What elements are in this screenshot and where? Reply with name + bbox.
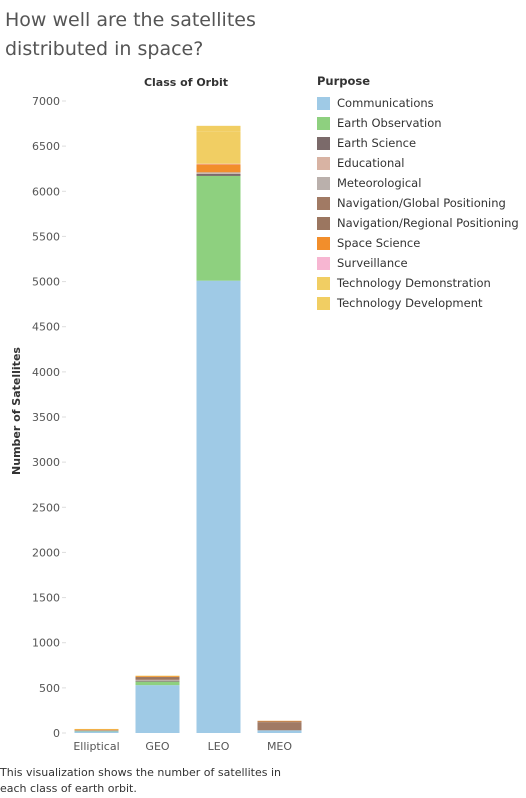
legend-swatch	[317, 296, 330, 310]
bar-segment[interactable]: MEO — Navigation/Regional Positioning: 1…	[257, 721, 302, 723]
bar-segment[interactable]: LEO — Space Science: 90	[196, 164, 241, 173]
bar-segment[interactable]: GEO — Earth Observation: 40	[135, 681, 180, 686]
legend-label: Surveillance	[337, 256, 408, 270]
bar-segment[interactable]: GEO — Navigation/Global Positioning: 10	[135, 679, 180, 681]
legend-swatch	[317, 196, 330, 210]
x-tick-label: Elliptical	[73, 740, 119, 753]
column-header: Class of Orbit	[144, 76, 228, 89]
legend-item[interactable]: Technology Demonstration	[317, 273, 519, 293]
y-tick-label: 4000	[32, 366, 60, 379]
bar-segment[interactable]: Elliptical — Communications: 20	[74, 731, 119, 733]
legend-item[interactable]: Communications	[317, 93, 519, 113]
y-tick-label: 0	[53, 727, 60, 740]
legend-item[interactable]: Technology Development	[317, 293, 519, 313]
bar-segment[interactable]: LEO — Educational: 5	[196, 173, 241, 174]
y-tick-label: 6500	[32, 140, 60, 153]
y-tick-label: 4500	[32, 321, 60, 334]
y-tick-label: 2500	[32, 501, 60, 514]
x-tick-label: MEO	[267, 740, 292, 753]
legend-swatch	[317, 116, 330, 130]
y-tick-label: 6000	[32, 185, 60, 198]
legend-swatch	[317, 276, 330, 290]
bar-segment[interactable]: MEO — Space Science: 5	[257, 720, 302, 722]
legend-label: Educational	[337, 156, 405, 170]
chart-title: How well are the satellites distributed …	[5, 9, 256, 60]
bar-segment[interactable]: MEO — Navigation/Global Positioning: 90	[257, 722, 302, 731]
x-tick-label: GEO	[145, 740, 169, 753]
x-tick-label: LEO	[208, 740, 230, 753]
y-axis-ticks: 0 500 1000 1500 2000 2500 3000 3500 4000 4500 5000…	[32, 95, 66, 740]
legend-item[interactable]: Earth Science	[317, 133, 519, 153]
y-tick-label: 2000	[32, 546, 60, 559]
legend-label: Earth Science	[337, 136, 417, 150]
y-tick-label: 5000	[32, 276, 60, 289]
legend-items: Communications Earth Observation Earth Sci…	[317, 93, 519, 313]
legend-swatch	[317, 136, 330, 150]
bar-segment[interactable]: MEO — Communications: 30	[257, 730, 302, 733]
legend-swatch	[317, 216, 330, 230]
legend-swatch	[317, 236, 330, 250]
y-tick-label: 5500	[32, 230, 60, 243]
legend: Purpose Communications Earth Observation E…	[317, 74, 519, 313]
legend-label: Navigation/Global Positioning	[337, 196, 506, 210]
bar-segment[interactable]: GEO — Communications: 530	[135, 685, 180, 733]
legend-item[interactable]: Navigation/Global Positioning	[317, 193, 519, 213]
bars: Elliptical — Communications: 20Elliptica…	[74, 125, 302, 733]
legend-item[interactable]: Meteorological	[317, 173, 519, 193]
y-tick-label: 1000	[32, 637, 60, 650]
legend-swatch	[317, 156, 330, 170]
bar-segment[interactable]: LEO — Earth Science: 25	[196, 173, 241, 176]
legend-label: Technology Demonstration	[337, 276, 491, 290]
caption: This visualization shows the number of s…	[0, 766, 281, 795]
legend-item[interactable]: Space Science	[317, 233, 519, 253]
legend-label: Navigation/Regional Positioning	[337, 216, 519, 230]
y-tick-label: 1500	[32, 592, 60, 605]
bar-segment[interactable]: GEO — Navigation/Regional Positioning: 2…	[135, 677, 180, 680]
legend-swatch	[317, 96, 330, 110]
legend-swatch	[317, 176, 330, 190]
y-tick-label: 7000	[32, 95, 60, 108]
bar-segment[interactable]: GEO — Meteorological: 10	[135, 680, 180, 682]
bar-segment[interactable]: LEO — Technology Development: 60	[196, 125, 241, 132]
y-axis-label: Number of Satellites	[10, 347, 23, 475]
bar-segment[interactable]: Elliptical — Space Science: 10	[74, 729, 119, 731]
legend-label: Technology Development	[337, 296, 483, 310]
bar-segment[interactable]: Elliptical — Technology Demonstration: 5	[74, 728, 119, 730]
legend-label: Meteorological	[337, 176, 422, 190]
legend-item[interactable]: Earth Observation	[317, 113, 519, 133]
stacked-bar-chart: Class of Orbit Number of Satellites 0 500…	[10, 76, 302, 753]
legend-label: Space Science	[337, 236, 421, 250]
y-tick-label: 3000	[32, 456, 60, 469]
legend-title: Purpose	[317, 74, 371, 88]
legend-label: Earth Observation	[337, 116, 442, 130]
legend-label: Communications	[337, 96, 434, 110]
legend-item[interactable]: Navigation/Regional Positioning	[317, 213, 519, 233]
x-axis-ticks: Elliptical GEO LEO MEO	[73, 740, 292, 753]
bar-segment[interactable]: LEO — Technology Demonstration: 360	[196, 131, 241, 164]
bar-segment[interactable]: GEO — Earth Science: 5	[135, 681, 180, 682]
bar-segment[interactable]: Elliptical — Meteorological: 2	[74, 730, 119, 731]
bar-segment[interactable]: LEO — Meteorological: 10	[196, 172, 241, 174]
legend-swatch	[317, 256, 330, 270]
bar-segment[interactable]: LEO — Surveillance: 5	[196, 163, 241, 165]
legend-item[interactable]: Surveillance	[317, 253, 519, 273]
y-tick-label: 500	[39, 682, 60, 695]
y-tick-label: 3500	[32, 411, 60, 424]
bar-segment[interactable]: LEO — Communications: 5010	[196, 280, 241, 733]
bar-segment[interactable]: GEO — Technology Demonstration: 5	[135, 675, 180, 677]
legend-item[interactable]: Educational	[317, 153, 519, 173]
bar-segment[interactable]: LEO — Earth Observation: 1160	[196, 175, 241, 281]
bar-segment[interactable]: GEO — Space Science: 10	[135, 676, 180, 678]
